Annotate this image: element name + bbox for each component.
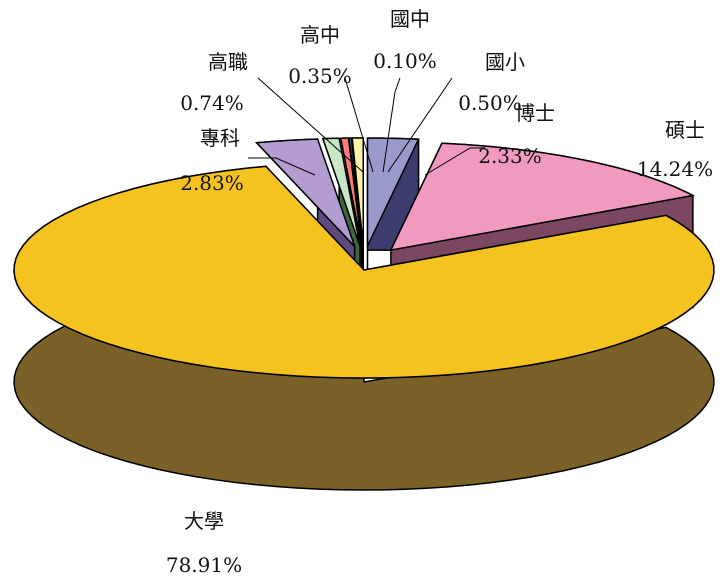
slice-name-國小: 國小	[485, 50, 525, 74]
slice-label-高職: 0.74%	[180, 91, 244, 115]
leader-line-國中	[382, 77, 401, 173]
slice-top-碩士	[389, 142, 696, 252]
leader-line-國小	[387, 77, 453, 173]
leader-lines	[248, 77, 485, 176]
slice-name-博士: 博士	[515, 101, 555, 125]
slice-name-國中: 國中	[390, 7, 430, 31]
slice-label-國小: 0.50%	[458, 91, 522, 115]
slice-top-高中	[339, 137, 363, 247]
slice-label-高中: 0.35%	[288, 64, 352, 88]
leader-line-高職	[257, 77, 364, 173]
slice-top-專科	[255, 138, 356, 247]
slice-label-大學: 78.91%	[166, 553, 242, 577]
leader-line-高中	[344, 77, 374, 173]
slice-label-博士: 2.33%	[478, 144, 542, 168]
slice-tops	[13, 137, 715, 379]
slice-name-高中: 高中	[300, 23, 340, 47]
slice-label-碩士: 14.24%	[637, 157, 713, 181]
leader-line-博士	[424, 147, 485, 176]
leader-line-專科	[248, 157, 316, 176]
slice-name-碩士: 碩士	[665, 118, 705, 142]
slice-name-大學: 大學	[184, 509, 224, 533]
slice-label-專科: 2.83%	[180, 171, 244, 195]
slice-name-專科: 專科	[200, 126, 240, 150]
slice-label-國中: 0.10%	[373, 49, 437, 73]
slice-top-大學	[13, 165, 715, 379]
data-labels: 博士 2.33% 碩士 14.24% 大學 78.91% 專科 2.83% 高職…	[166, 7, 713, 577]
slice-name-高職: 高職	[208, 50, 248, 74]
